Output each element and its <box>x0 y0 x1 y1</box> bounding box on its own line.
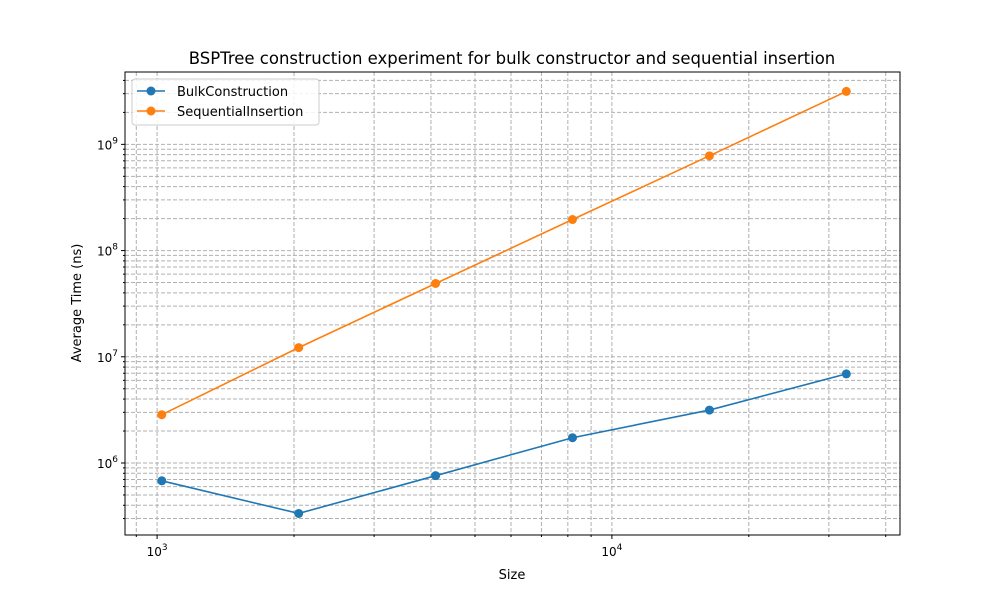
series-2-point <box>568 215 578 225</box>
series-1-point <box>841 369 851 379</box>
x-tick-label: 104 <box>601 543 622 559</box>
y-tick-label: 109 <box>97 136 118 152</box>
legend-swatch-marker <box>146 106 156 116</box>
x-tick-label: 103 <box>147 543 168 559</box>
legend-swatch-marker <box>146 86 156 96</box>
series-1-point <box>431 471 441 481</box>
y-tick-label: 108 <box>97 243 118 259</box>
y-axis-label: Average Time (ns) <box>70 244 85 363</box>
series-1-point <box>704 405 714 415</box>
legend-label: BulkConstruction <box>177 85 288 100</box>
x-axis-label: Size <box>499 568 526 583</box>
series-2-point <box>431 278 441 288</box>
ticks: 103 104 106 107 108 109 <box>97 79 887 559</box>
grid <box>125 72 900 535</box>
series-2-point <box>157 410 167 420</box>
series-1-point <box>568 433 578 443</box>
series-line-1 <box>161 373 847 515</box>
chart-title: BSPTree construction experiment for bulk… <box>189 49 836 68</box>
series-2-point <box>841 86 851 96</box>
legend-label: SequentialInsertion <box>177 105 303 120</box>
series-line-2 <box>161 90 847 416</box>
series-layer <box>157 86 851 518</box>
legend-box <box>131 78 320 126</box>
plot-area-frame <box>124 71 901 536</box>
series-2-point <box>704 151 714 161</box>
legend: BulkConstruction SequentialInsertion <box>131 78 320 126</box>
series-1-point <box>294 508 304 518</box>
series-2-point <box>294 343 304 353</box>
series-1-point <box>157 476 167 486</box>
y-tick-label: 106 <box>97 455 118 471</box>
y-tick-label: 107 <box>97 349 118 365</box>
